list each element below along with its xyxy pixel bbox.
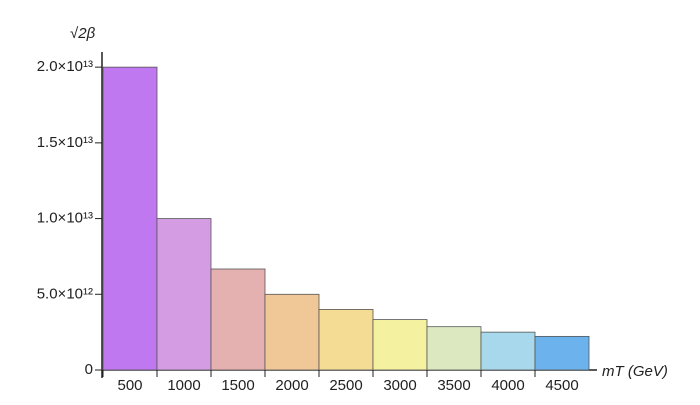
- x-tick-label: 4000: [491, 377, 524, 394]
- bar: [318, 309, 374, 371]
- y-tick-label: 5.0×10¹²: [37, 285, 93, 302]
- x-tick-label: 3500: [437, 377, 470, 394]
- x-tick-label: 2000: [275, 377, 308, 394]
- bar: [534, 335, 590, 371]
- bar: [480, 331, 536, 371]
- x-tick-label: 1000: [167, 377, 200, 394]
- y-axis-label: √2β: [70, 25, 96, 42]
- y-tick-label: 1.0×10¹³: [37, 210, 93, 227]
- x-axis-label: mT (GeV): [602, 363, 668, 380]
- bar: [426, 326, 482, 371]
- x-tick-label: 500: [117, 377, 142, 394]
- bar: [102, 66, 158, 371]
- y-tick-label: 2.0×10¹³: [37, 58, 93, 75]
- x-tick-label: 3000: [383, 377, 416, 394]
- x-tick-label: 1500: [221, 377, 254, 394]
- bar: [372, 319, 428, 371]
- bar: [264, 293, 320, 371]
- bar: [156, 218, 212, 371]
- bar: [210, 268, 266, 371]
- y-tick-label: 1.5×10¹³: [37, 134, 93, 151]
- x-tick-label: 2500: [329, 377, 362, 394]
- x-tick-label: 4500: [545, 377, 578, 394]
- y-tick-label: 0: [85, 361, 93, 378]
